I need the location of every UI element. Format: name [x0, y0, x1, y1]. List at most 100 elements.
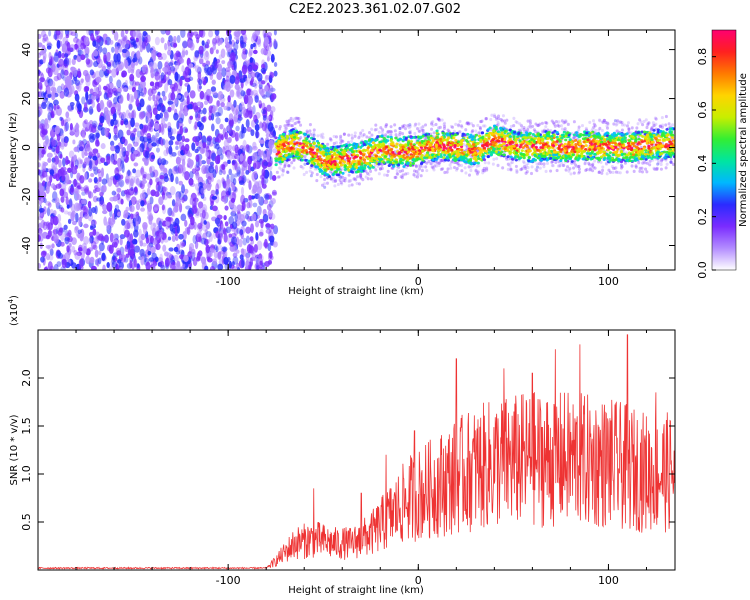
heatmap-cell — [252, 162, 257, 170]
heatmap-cell — [377, 172, 381, 176]
heatmap-cell — [60, 140, 65, 150]
heatmap-cell — [133, 90, 138, 100]
heatmap-cell — [261, 177, 265, 186]
heatmap-cell — [228, 113, 234, 121]
heatmap-cell — [125, 50, 130, 56]
heatmap-cell — [139, 248, 145, 257]
heatmap-cell — [202, 107, 207, 115]
heatmap-cell — [437, 117, 441, 121]
heatmap-cell — [270, 106, 276, 113]
heatmap-cell — [146, 132, 152, 139]
heatmap-cell — [121, 70, 128, 78]
heatmap-cell — [250, 129, 255, 137]
heatmap-cell — [208, 30, 214, 38]
heatmap-cell — [134, 245, 141, 253]
heatmap-cell — [502, 119, 506, 123]
heatmap-cell — [605, 124, 609, 128]
heatmap-cell — [88, 237, 92, 245]
heatmap-cell — [55, 197, 60, 206]
heatmap-cell — [464, 128, 468, 132]
heatmap-cell — [129, 178, 134, 187]
heatmap-cell — [50, 127, 56, 132]
heatmap-cell — [130, 117, 135, 128]
heatmap-cell — [42, 170, 48, 178]
heatmap-cell — [69, 123, 73, 131]
heatmap-cell — [206, 137, 212, 146]
heatmap-cell — [544, 169, 548, 174]
heatmap-cell — [211, 91, 218, 96]
heatmap-cell — [176, 133, 183, 142]
heatmap-cell — [91, 100, 96, 108]
heatmap-cell — [476, 123, 480, 128]
heatmap-cell — [169, 186, 176, 196]
heatmap-cell — [245, 170, 250, 175]
heatmap-cell — [412, 172, 416, 177]
heatmap-cell — [339, 134, 343, 138]
heatmap-cell — [88, 190, 92, 199]
heatmap-cell — [171, 261, 176, 266]
heatmap-cell — [234, 132, 240, 142]
heatmap-cell — [638, 169, 642, 173]
heatmap-cell — [167, 207, 173, 217]
heatmap-cell — [215, 246, 219, 253]
heatmap-cell — [133, 141, 139, 147]
heatmap-cell — [173, 42, 178, 48]
heatmap-cell — [168, 145, 173, 155]
heatmap-cell — [38, 150, 42, 161]
heatmap-cell — [114, 153, 118, 161]
heatmap-cell — [89, 225, 94, 231]
heatmap-cell — [236, 169, 241, 177]
heatmap-cell — [175, 196, 182, 207]
heatmap-cell — [469, 168, 473, 173]
heatmap-cell — [250, 223, 254, 234]
heatmap-cell — [119, 237, 123, 246]
heatmap-cell — [425, 161, 429, 165]
heatmap-cell — [495, 157, 499, 161]
heatmap-cell — [640, 170, 644, 174]
heatmap-cell — [187, 152, 192, 158]
heatmap-cell — [398, 169, 402, 173]
heatmap-cell — [94, 70, 101, 81]
heatmap-cell — [117, 59, 122, 65]
heatmap-cell — [162, 244, 167, 252]
heatmap-cell — [270, 56, 275, 62]
heatmap-cell — [130, 196, 137, 206]
heatmap-cell — [116, 45, 121, 54]
heatmap-cell — [245, 144, 250, 153]
heatmap-cell — [38, 71, 43, 76]
heatmap-cell — [242, 47, 247, 55]
heatmap-cell — [226, 125, 230, 131]
heatmap-cell — [173, 246, 179, 253]
heatmap-cell — [261, 121, 267, 132]
heatmap-cell — [402, 165, 406, 168]
heatmap-cell — [99, 115, 105, 124]
heatmap-cell — [188, 76, 194, 82]
heatmap-cell — [512, 116, 516, 120]
heatmap-cell — [153, 203, 160, 211]
heatmap-cell — [98, 176, 102, 182]
heatmap-cell — [255, 258, 260, 266]
heatmap-cell — [129, 213, 134, 220]
heatmap-cell — [238, 238, 243, 248]
heatmap-cell — [53, 109, 58, 116]
heatmap-cell — [407, 125, 411, 130]
heatmap-cell — [342, 132, 346, 136]
heatmap-cell — [44, 265, 49, 270]
heatmap-cell — [192, 31, 199, 36]
heatmap-cell — [260, 63, 266, 70]
heatmap-cell — [81, 149, 85, 159]
heatmap-cell — [84, 171, 88, 181]
heatmap-cell — [577, 164, 581, 168]
heatmap-cell — [130, 38, 136, 45]
heatmap-cell — [271, 191, 278, 196]
heatmap-cell — [271, 174, 277, 182]
heatmap-cell — [179, 125, 184, 136]
heatmap-cell — [641, 123, 645, 127]
heatmap-cell — [233, 99, 237, 108]
heatmap-cell — [41, 91, 46, 98]
heatmap-cell — [39, 85, 43, 91]
heatmap-cell — [65, 111, 70, 119]
heatmap-cell — [108, 75, 113, 84]
heatmap-cell — [209, 247, 214, 255]
heatmap-cell — [188, 213, 194, 220]
